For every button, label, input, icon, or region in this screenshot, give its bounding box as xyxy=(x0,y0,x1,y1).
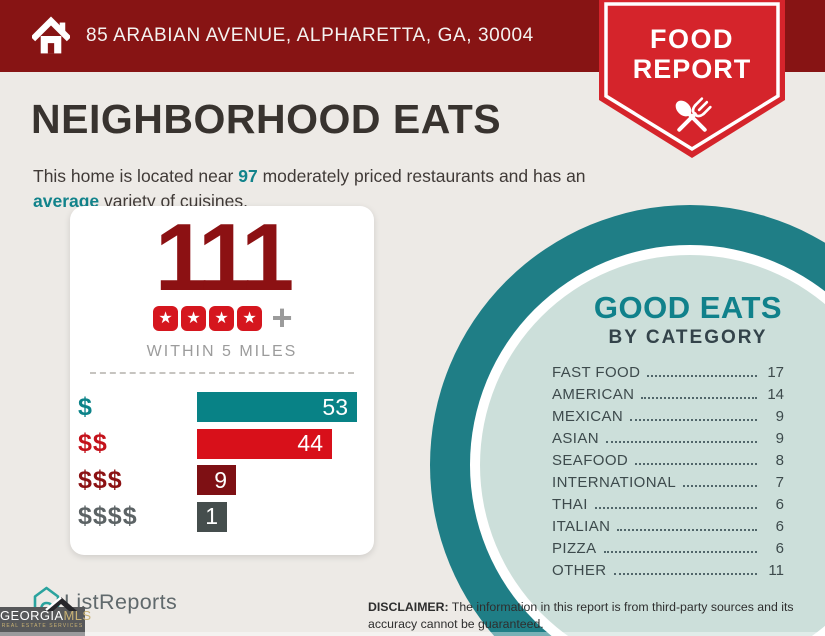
radius-label: WITHIN 5 MILES xyxy=(146,343,298,360)
price-tier-label: $ xyxy=(78,392,93,421)
list-item: MEXICAN 9 xyxy=(552,408,784,425)
star-icon: ★ xyxy=(236,305,262,331)
price-tier-label: $$$$ xyxy=(78,502,138,530)
disclaimer: DISCLAIMER: The information in this repo… xyxy=(368,599,820,632)
badge-line1: FOOD xyxy=(650,24,734,54)
dot-leader xyxy=(617,529,757,531)
category-label: INTERNATIONAL xyxy=(552,474,677,491)
good-eats-circle xyxy=(430,205,825,636)
list-item: THAI 6 xyxy=(552,496,784,513)
category-label: MEXICAN xyxy=(552,408,624,425)
restaurant-total: 111 xyxy=(154,204,295,311)
category-value: 7 xyxy=(775,474,784,491)
bar: 44 xyxy=(197,428,332,459)
list-item: SEAFOOD 8 xyxy=(552,452,784,469)
star-rating: ★ ★ ★ ★ + xyxy=(70,297,374,338)
category-label: THAI xyxy=(552,496,588,513)
bar-row: $$$ 9 xyxy=(78,465,366,495)
dot-leader xyxy=(606,441,757,443)
spoon-fork-icon xyxy=(675,97,712,132)
category-label: ASIAN xyxy=(552,430,600,447)
house-icon xyxy=(30,16,72,61)
bar-row: $53 xyxy=(78,392,366,422)
page-title: NEIGHBORHOOD EATS xyxy=(31,96,502,142)
category-value: 9 xyxy=(775,430,784,447)
dashed-divider xyxy=(90,372,354,374)
mls-name-primary: GEORGIA xyxy=(0,608,64,623)
list-item: INTERNATIONAL 7 xyxy=(552,474,784,491)
category-label: ITALIAN xyxy=(552,518,611,535)
dot-leader xyxy=(683,485,757,487)
category-value: 9 xyxy=(775,408,784,425)
mls-name-accent: MLS xyxy=(63,608,92,623)
category-value: 6 xyxy=(775,518,784,535)
category-label: SEAFOOD xyxy=(552,452,629,469)
dot-leader xyxy=(647,375,757,377)
star-icon: ★ xyxy=(180,305,206,331)
bar: 9 xyxy=(197,465,236,495)
badge-line2: REPORT xyxy=(633,54,752,84)
bar-row: $$ 44 xyxy=(78,428,366,459)
list-item: FAST FOOD 17 xyxy=(552,364,784,381)
georgia-mls-logo: GEORGIAMLS REAL ESTATE SERVICES xyxy=(0,607,91,636)
summary-card: 111 ★ ★ ★ ★ + WITHIN 5 MILES $53 $$ 44 $$$ 9 $$$$… xyxy=(70,206,374,555)
mls-roof-icon xyxy=(42,596,80,616)
dot-leader xyxy=(630,419,757,421)
category-label: AMERICAN xyxy=(552,386,635,403)
dot-leader xyxy=(635,463,757,465)
subtitle-text: moderately priced restaurants and has an xyxy=(257,165,586,186)
price-bar-chart: $53 $$ 44 $$$ 9 $$$$ 1 xyxy=(78,392,366,538)
mls-tagline: REAL ESTATE SERVICES xyxy=(1,623,84,629)
list-item: AMERICAN 14 xyxy=(552,386,784,403)
plus-icon: + xyxy=(271,297,293,338)
bottom-edge-strip xyxy=(0,632,825,636)
subtitle-accent: average xyxy=(33,190,100,211)
subtitle: This home is located near 97 moderately … xyxy=(33,164,588,214)
disclaimer-text: The information in this report is from t… xyxy=(368,600,794,631)
category-value: 6 xyxy=(775,540,784,557)
category-label: OTHER xyxy=(552,562,607,579)
bar-value: 53 xyxy=(322,393,348,420)
bar-row: $$$$ 1 xyxy=(78,501,366,532)
property-address: 85 ARABIAN AVENUE, ALPHARETTA, GA, 30004 xyxy=(86,25,534,46)
list-item: ASIAN 9 xyxy=(552,430,784,447)
list-item: OTHER 11 xyxy=(552,562,784,579)
category-value: 17 xyxy=(767,364,784,381)
good-eats-subtitle: BY CATEGORY xyxy=(608,327,768,348)
good-eats-title: GOOD EATS xyxy=(593,290,783,325)
category-value: 8 xyxy=(775,452,784,469)
bar-value: 1 xyxy=(205,503,218,529)
disclaimer-label: DISCLAIMER: xyxy=(368,600,449,615)
bar-value: 44 xyxy=(297,430,323,456)
good-eats-panel: GOOD EATS BY CATEGORY FAST FOOD 17 AMERICA… xyxy=(552,290,784,584)
category-value: 14 xyxy=(767,386,784,403)
list-item: PIZZA 6 xyxy=(552,540,784,557)
dot-leader xyxy=(613,573,757,575)
bar: 1 xyxy=(197,501,227,532)
dot-leader xyxy=(641,397,757,399)
subtitle-text: variety of cuisines. xyxy=(99,190,248,211)
subtitle-accent: 97 xyxy=(238,165,258,186)
food-report-badge: FOOD REPORT xyxy=(599,0,785,165)
star-icon: ★ xyxy=(152,305,178,331)
category-list: FAST FOOD 17 AMERICAN 14 MEXICAN 9 ASIAN 9 SEAFO… xyxy=(552,364,784,579)
category-label: PIZZA xyxy=(552,540,597,557)
price-tier-label: $$ xyxy=(78,429,108,457)
price-tier-label: $$$ xyxy=(78,465,123,494)
list-item: ITALIAN 6 xyxy=(552,518,784,535)
bar-value: 9 xyxy=(214,466,227,493)
category-value: 6 xyxy=(775,496,784,513)
category-label: FAST FOOD xyxy=(552,364,641,381)
star-icon: ★ xyxy=(208,305,234,331)
subtitle-text: This home is located near xyxy=(33,165,239,186)
dot-leader xyxy=(603,551,757,553)
category-value: 11 xyxy=(768,562,784,579)
dot-leader xyxy=(594,507,757,509)
bar: 53 xyxy=(197,392,357,422)
